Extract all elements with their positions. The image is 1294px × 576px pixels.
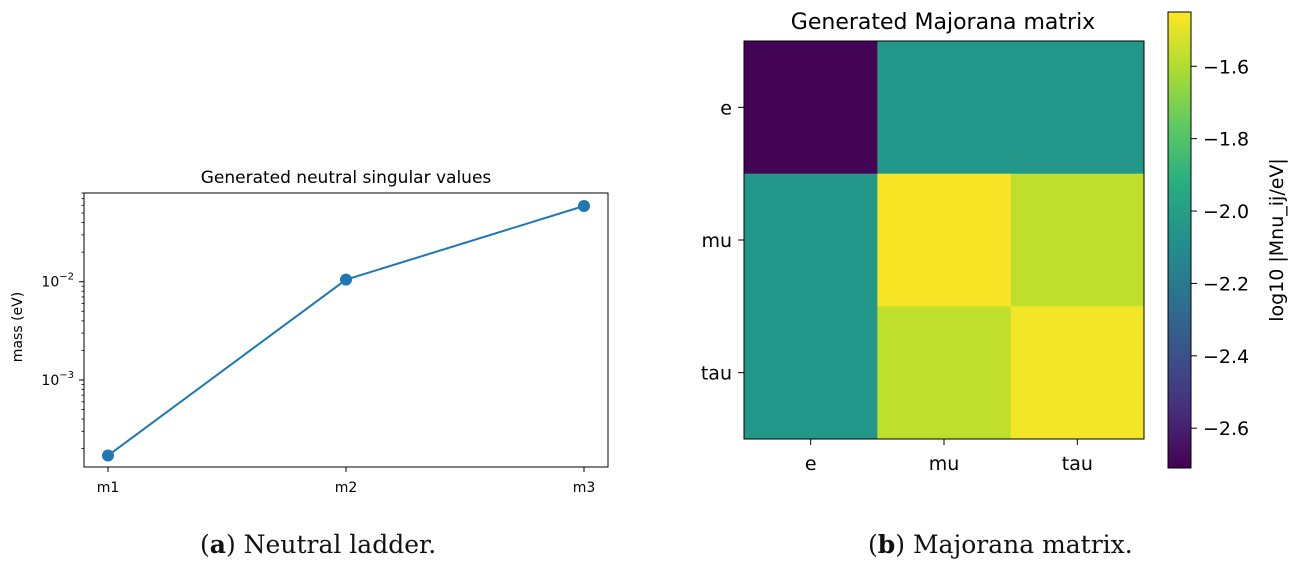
heatmap-cell xyxy=(1010,173,1145,307)
colorbar-ticks: −1.6 −1.8 −2.0 −2.2 −2.4 −2.6 xyxy=(1191,56,1249,440)
colorbar: −1.6 −1.8 −2.0 −2.2 −2.4 −2.6 log10 |Mnu_ij/e… xyxy=(1167,11,1288,469)
x-tick-label: mu xyxy=(929,453,960,475)
line-chart-x-ticks: m1 m2 m3 xyxy=(97,467,596,496)
series-line xyxy=(107,205,585,457)
heatmap-chart: Generated Majorana matrix e mu tau emutau … xyxy=(701,10,1288,475)
colorbar-tick-label: −1.8 xyxy=(1203,129,1249,151)
y-tick-label: mu xyxy=(701,230,732,252)
line-chart-frame xyxy=(83,192,609,468)
heatmap-y-ticks: e mu tau xyxy=(701,97,744,385)
data-point xyxy=(340,273,352,286)
heatmap-cell xyxy=(744,306,878,440)
x-tick-label: m1 xyxy=(97,480,120,496)
heatmap-cells xyxy=(744,41,1145,440)
caption-b-text: Majorana matrix. xyxy=(905,530,1133,559)
caption-b: (b) Majorana matrix. xyxy=(868,530,1133,559)
line-chart-series xyxy=(102,199,590,462)
line-chart-y-ticks: 10−3 10−2 xyxy=(41,272,84,389)
heatmap-cell xyxy=(1010,41,1145,175)
x-tick-label: e xyxy=(805,453,817,475)
x-tick-label: tau xyxy=(1062,453,1093,475)
colorbar-tick-label: −2.4 xyxy=(1203,346,1249,368)
y-tick-label: 10−2 xyxy=(41,272,74,291)
caption-b-tag: b xyxy=(877,530,896,559)
line-chart: Generated neutral singular values mass (… xyxy=(10,168,609,496)
caption-a: (a) Neutral ladder. xyxy=(200,530,437,559)
y-tick-label: 10−3 xyxy=(41,370,74,389)
line-chart-ylabel: mass (eV) xyxy=(10,292,26,362)
heatmap-cell xyxy=(1010,306,1145,440)
colorbar-tick-label: −1.6 xyxy=(1203,56,1249,78)
colorbar-tick-label: −2.6 xyxy=(1203,418,1249,440)
y-tick-label: e xyxy=(720,97,732,119)
heatmap-cell xyxy=(877,41,1012,175)
colorbar-label: log10 |Mnu_ij/eV| xyxy=(1266,158,1288,322)
heatmap-x-ticks: e mu tau xyxy=(805,439,1093,475)
y-tick-label: tau xyxy=(701,363,732,385)
x-tick-label: m2 xyxy=(335,480,358,496)
line-chart-title: Generated neutral singular values xyxy=(201,168,492,188)
heatmap-cell xyxy=(877,173,1012,307)
colorbar-gradient xyxy=(1167,11,1192,469)
heatmap-cell xyxy=(744,41,878,175)
caption-a-tag: a xyxy=(209,530,226,559)
data-point xyxy=(102,449,114,462)
caption-a-text: Neutral ladder. xyxy=(235,530,437,559)
heatmap-cell xyxy=(877,306,1012,440)
heatmap-cell xyxy=(744,173,878,307)
colorbar-tick-label: −2.0 xyxy=(1203,201,1249,223)
x-tick-label: m3 xyxy=(573,480,596,496)
colorbar-tick-label: −2.2 xyxy=(1203,273,1249,295)
data-point xyxy=(578,199,590,212)
heatmap-title: Generated Majorana matrix xyxy=(791,10,1095,35)
